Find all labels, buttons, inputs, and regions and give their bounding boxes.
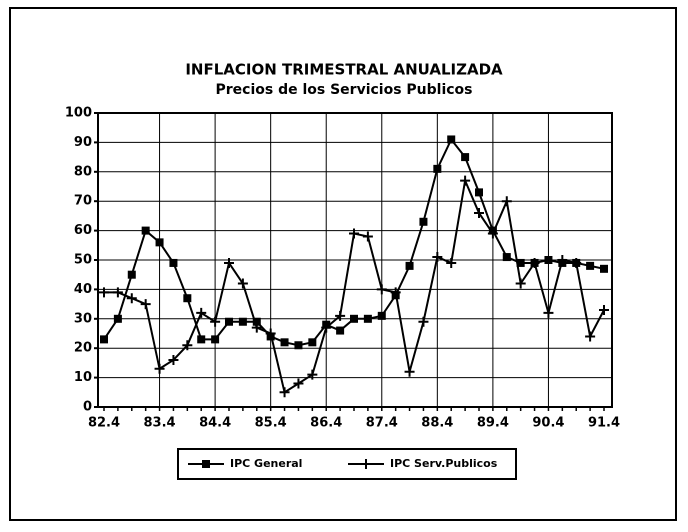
marker xyxy=(419,217,428,226)
marker xyxy=(515,278,526,289)
chart-title: INFLACION TRIMESTRAL ANUALIZADA xyxy=(185,61,503,79)
marker xyxy=(361,459,371,469)
marker xyxy=(362,231,373,242)
y-tick-label: 100 xyxy=(65,106,92,121)
marker xyxy=(252,317,261,326)
marker xyxy=(516,258,525,267)
marker xyxy=(585,331,596,342)
marker xyxy=(543,307,554,318)
marker xyxy=(474,207,484,218)
marker xyxy=(544,256,553,264)
marker xyxy=(363,314,372,323)
chart-subtitle: Precios de los Servicios Publicos xyxy=(215,82,472,98)
y-tick-label: 40 xyxy=(74,282,92,297)
marker xyxy=(100,335,108,344)
marker xyxy=(265,328,276,339)
marker xyxy=(140,299,151,310)
legend-label: IPC General xyxy=(230,457,302,470)
marker xyxy=(405,261,414,270)
marker xyxy=(169,258,178,267)
marker xyxy=(182,340,193,351)
marker xyxy=(529,257,540,268)
marker xyxy=(307,369,318,380)
marker xyxy=(447,135,456,144)
series-line xyxy=(104,177,605,394)
marker xyxy=(113,314,122,323)
legend-box xyxy=(177,448,517,480)
marker xyxy=(487,228,498,239)
marker xyxy=(376,284,387,295)
marker xyxy=(432,252,443,263)
marker xyxy=(237,278,248,289)
x-tick-label: 85.4 xyxy=(255,416,287,431)
y-tick-label: 70 xyxy=(74,194,92,209)
y-tick-label: 50 xyxy=(74,253,92,268)
y-tick-label: 0 xyxy=(83,400,92,415)
marker xyxy=(461,153,470,162)
marker xyxy=(336,326,345,335)
marker xyxy=(308,338,317,347)
marker xyxy=(224,257,234,268)
x-tick-label: 89.4 xyxy=(477,416,509,431)
marker xyxy=(99,287,109,298)
marker xyxy=(197,335,206,344)
marker xyxy=(433,164,442,173)
marker xyxy=(238,317,247,326)
y-tick-label: 80 xyxy=(74,164,92,179)
marker xyxy=(293,378,304,389)
marker xyxy=(557,255,568,265)
marker xyxy=(377,311,386,320)
frame xyxy=(9,7,677,521)
marker xyxy=(475,188,483,197)
marker xyxy=(460,175,471,186)
marker xyxy=(390,287,401,298)
x-tick-label: 90.4 xyxy=(532,416,564,431)
marker xyxy=(168,354,179,365)
marker xyxy=(210,316,221,327)
marker xyxy=(502,253,511,262)
marker xyxy=(418,316,429,327)
x-tick-label: 88.4 xyxy=(421,416,453,431)
marker xyxy=(586,261,595,270)
marker xyxy=(183,294,192,303)
marker xyxy=(294,341,303,350)
marker xyxy=(599,304,609,315)
y-tick-label: 90 xyxy=(74,135,92,150)
x-tick-label: 83.4 xyxy=(144,416,176,431)
marker xyxy=(202,460,210,468)
marker xyxy=(335,310,346,321)
x-tick-label: 82.4 xyxy=(88,416,120,431)
series-line xyxy=(103,137,605,347)
marker xyxy=(501,196,512,207)
y-tick-label: 20 xyxy=(74,341,92,356)
marker xyxy=(321,322,332,333)
x-tick-label: 86.4 xyxy=(310,416,342,431)
marker xyxy=(350,314,358,323)
y-tick-label: 30 xyxy=(74,311,92,326)
y-tick-label: 10 xyxy=(74,370,92,385)
marker xyxy=(349,228,359,239)
marker xyxy=(211,335,220,344)
marker xyxy=(196,307,207,318)
marker xyxy=(112,287,123,298)
x-tick-label: 84.4 xyxy=(199,416,231,431)
marker xyxy=(127,270,136,279)
marker xyxy=(279,387,290,398)
marker xyxy=(600,264,608,273)
marker xyxy=(280,338,289,347)
legend-label: IPC Serv.Publicos xyxy=(390,457,498,470)
marker xyxy=(446,257,457,268)
marker xyxy=(404,366,415,377)
x-tick-label: 87.4 xyxy=(366,416,398,431)
marker xyxy=(141,226,150,235)
marker xyxy=(155,238,164,247)
marker xyxy=(154,363,165,374)
marker xyxy=(251,322,262,333)
marker xyxy=(571,257,582,268)
marker xyxy=(126,293,137,304)
x-tick-label: 91.4 xyxy=(588,416,620,431)
marker xyxy=(225,317,233,326)
y-tick-label: 60 xyxy=(74,223,92,238)
